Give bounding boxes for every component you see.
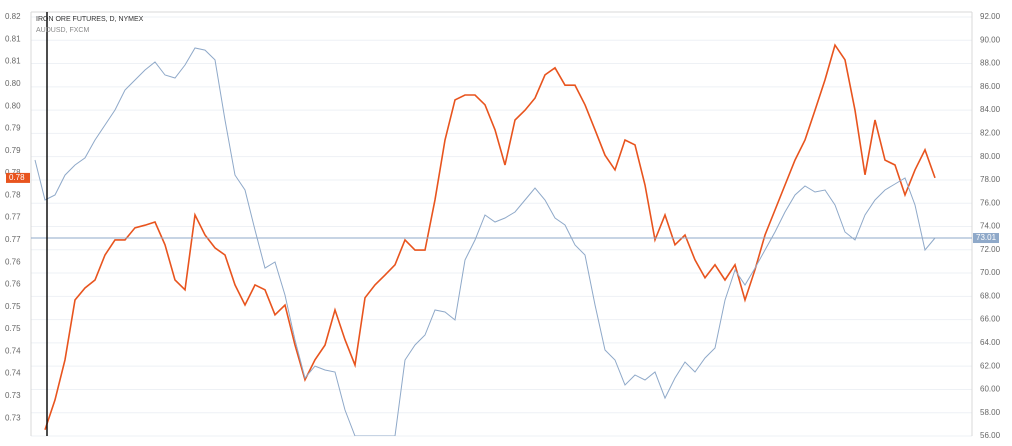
y2-tick-label: 84.00 xyxy=(980,105,1001,114)
axis-labels: 0.820.810.810.800.800.790.790.780.780.77… xyxy=(5,12,1001,440)
y2-tick-label: 82.00 xyxy=(980,128,1001,137)
y-tick-label: 0.76 xyxy=(5,257,21,266)
y-tick-label: 0.73 xyxy=(5,413,21,422)
y2-tick-label: 72.00 xyxy=(980,245,1001,254)
y2-tick-label: 80.00 xyxy=(980,152,1001,161)
last-value-label: 73.01 xyxy=(976,233,997,242)
y2-tick-label: 90.00 xyxy=(980,35,1001,44)
y2-tick-label: 56.00 xyxy=(980,431,1001,440)
last-value-label: 0.78 xyxy=(9,173,25,182)
last-value-tag xyxy=(973,233,999,244)
last-value-tag xyxy=(6,172,30,183)
y-tick-label: 0.74 xyxy=(5,346,21,355)
y2-tick-label: 92.00 xyxy=(980,12,1001,21)
y-tick-label: 0.78 xyxy=(5,190,21,199)
y-tick-label: 0.76 xyxy=(5,280,21,289)
y2-tick-label: 74.00 xyxy=(980,222,1001,231)
y-tick-label: 0.75 xyxy=(5,324,21,333)
y2-tick-label: 64.00 xyxy=(980,338,1001,347)
y2-tick-label: 62.00 xyxy=(980,361,1001,370)
y-tick-label: 0.79 xyxy=(5,146,21,155)
y-tick-label: 0.81 xyxy=(5,57,21,66)
legend-entry: IRON ORE FUTURES, D, NYMEX xyxy=(36,16,144,23)
y2-tick-label: 88.00 xyxy=(980,59,1001,68)
y2-tick-label: 60.00 xyxy=(980,385,1001,394)
plot xyxy=(31,43,972,436)
y-tick-label: 0.75 xyxy=(5,302,21,311)
y-tick-label: 0.79 xyxy=(5,124,21,133)
y2-tick-label: 76.00 xyxy=(980,198,1001,207)
y-tick-label: 0.77 xyxy=(5,213,21,222)
y2-tick-label: 58.00 xyxy=(980,408,1001,417)
y-tick-label: 0.82 xyxy=(5,12,21,21)
y2-tick-label: 86.00 xyxy=(980,82,1001,91)
y2-tick-label: 78.00 xyxy=(980,175,1001,184)
series-line xyxy=(44,43,936,431)
y-tick-label: 0.74 xyxy=(5,369,21,378)
series-line xyxy=(34,47,936,436)
y-tick-label: 0.77 xyxy=(5,235,21,244)
y2-tick-label: 66.00 xyxy=(980,315,1001,324)
y-tick-label: 0.80 xyxy=(5,79,21,88)
y-tick-label: 0.81 xyxy=(5,34,21,43)
legend-entry: AUDUSD, FXCM xyxy=(36,27,89,34)
y-tick-label: 0.78 xyxy=(5,168,21,177)
y2-tick-label: 68.00 xyxy=(980,291,1001,300)
grid xyxy=(31,16,972,437)
y2-tick-label: 70.00 xyxy=(980,268,1001,277)
y-tick-label: 0.80 xyxy=(5,101,21,110)
y-tick-label: 0.73 xyxy=(5,391,21,400)
